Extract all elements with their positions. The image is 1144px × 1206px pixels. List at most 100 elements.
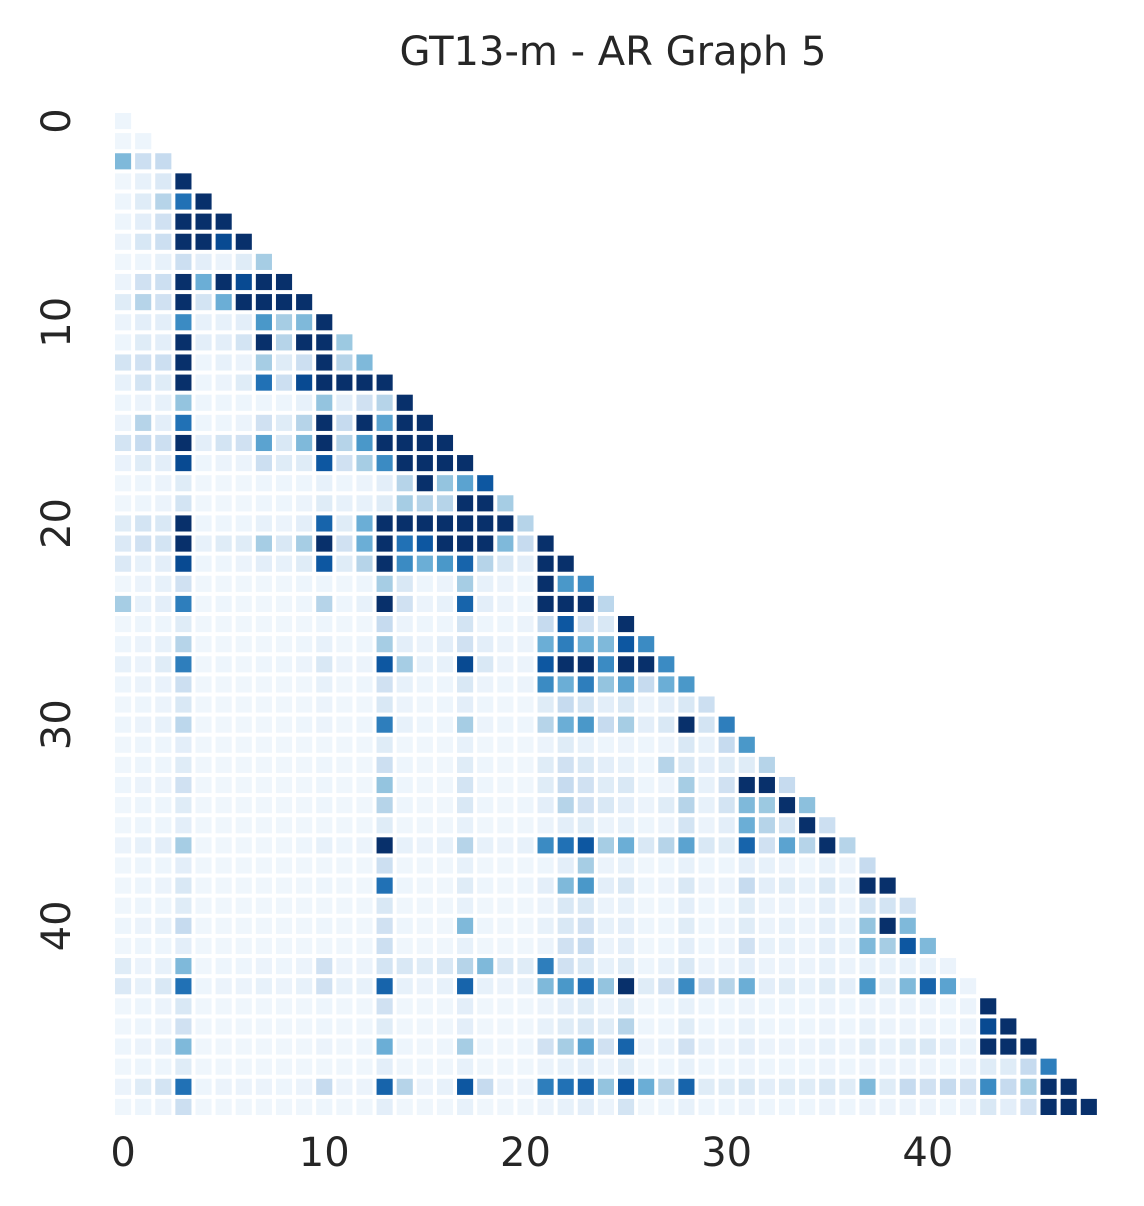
heatmap-cell-49-44 (1000, 1098, 1017, 1115)
heatmap-cell-44-36 (839, 998, 856, 1015)
heatmap-cell-33-22 (557, 776, 574, 794)
heatmap-cell-34-31 (738, 797, 755, 814)
heatmap-cell-13-7 (255, 374, 272, 391)
heatmap-cell-38-14 (396, 877, 413, 894)
heatmap-cell-19-14 (396, 495, 413, 512)
heatmap-cell-48-25 (618, 1078, 635, 1095)
heatmap-cell-24-23 (577, 595, 594, 612)
heatmap-cell-17-10 (316, 455, 333, 472)
heatmap-cell-10-5 (215, 314, 232, 331)
heatmap-cell-46-28 (678, 1038, 695, 1055)
heatmap-cell-48-35 (819, 1078, 836, 1095)
heatmap-cell-38-10 (316, 877, 333, 894)
heatmap-cell-35-6 (235, 817, 252, 834)
heatmap-cell-39-17 (457, 897, 474, 914)
heatmap-cell-43-40 (919, 978, 936, 995)
heatmap-cell-41-9 (296, 937, 313, 955)
heatmap-cell-33-25 (618, 776, 635, 794)
heatmap-cell-38-1 (135, 877, 152, 894)
heatmap-cell-20-18 (477, 515, 494, 532)
heatmap-cell-34-15 (416, 797, 433, 814)
heatmap-cell-48-16 (436, 1078, 454, 1095)
heatmap-cell-42-38 (879, 958, 896, 975)
heatmap-cell-23-3 (175, 575, 192, 592)
heatmap-cell-27-19 (497, 656, 514, 673)
heatmap-cell-16-8 (275, 434, 293, 452)
heatmap-cell-37-20 (517, 857, 534, 874)
heatmap-cell-24-21 (537, 595, 554, 612)
heatmap-cell-29-10 (316, 696, 333, 713)
heatmap-cell-38-16 (436, 877, 454, 894)
heatmap-cell-47-36 (839, 1058, 856, 1075)
heatmap-cell-16-4 (195, 434, 212, 452)
heatmap-cell-38-2 (155, 877, 172, 894)
heatmap-cell-17-9 (296, 455, 313, 472)
heatmap-cell-16-5 (215, 434, 232, 452)
heatmap-cell-30-2 (155, 716, 172, 733)
heatmap-cell-42-26 (638, 958, 655, 975)
heatmap-cell-20-1 (135, 515, 152, 532)
heatmap-cell-40-8 (275, 917, 293, 934)
y-tick-label-0: 0 (34, 108, 80, 133)
heatmap-cell-34-18 (477, 797, 494, 814)
heatmap-cell-44-3 (175, 998, 192, 1015)
heatmap-cell-30-6 (235, 716, 252, 733)
heatmap-cell-33-23 (577, 776, 594, 794)
heatmap-cell-42-11 (336, 958, 353, 975)
heatmap-cell-43-36 (839, 978, 856, 995)
heatmap-cell-17-15 (416, 455, 433, 472)
heatmap-cell-48-45 (1020, 1078, 1037, 1095)
y-tick-label-30: 30 (34, 699, 80, 750)
heatmap-cell-48-31 (738, 1078, 755, 1095)
heatmap-cell-30-10 (316, 716, 333, 733)
heatmap-cell-38-3 (175, 877, 192, 894)
heatmap-cell-34-22 (557, 797, 574, 814)
heatmap-cell-39-25 (618, 897, 635, 914)
heatmap-cell-35-17 (457, 817, 474, 834)
heatmap-cell-21-12 (356, 535, 373, 552)
heatmap-cell-45-3 (175, 1018, 192, 1035)
heatmap-cell-40-18 (477, 917, 494, 934)
heatmap-cell-49-25 (618, 1098, 635, 1115)
heatmap-cell-48-24 (597, 1078, 614, 1095)
heatmap-cell-40-29 (698, 917, 715, 934)
y-tick-label-20: 20 (34, 498, 80, 549)
heatmap-cell-45-43 (980, 1018, 997, 1035)
heatmap-cell-16-7 (255, 434, 272, 452)
heatmap-cell-38-24 (597, 877, 614, 894)
heatmap-cell-47-12 (356, 1058, 373, 1075)
heatmap-cell-41-3 (175, 937, 192, 955)
heatmap-cell-49-30 (718, 1098, 735, 1115)
heatmap-cell-37-27 (658, 857, 675, 874)
heatmap-cell-32-21 (537, 756, 554, 773)
heatmap-cell-47-33 (778, 1058, 796, 1075)
heatmap-cell-45-22 (557, 1018, 574, 1035)
heatmap-cell-35-33 (778, 817, 796, 834)
heatmap-cell-26-8 (275, 636, 293, 653)
heatmap-cell-17-0 (115, 455, 132, 472)
heatmap-cell-48-23 (577, 1078, 594, 1095)
heatmap-cell-44-25 (618, 998, 635, 1015)
heatmap-cell-45-33 (778, 1018, 796, 1035)
heatmap-cell-5-5 (215, 213, 232, 230)
heatmap-cell-35-27 (658, 817, 675, 834)
y-tick-label-40: 40 (34, 900, 80, 951)
heatmap-cell-28-12 (356, 676, 373, 693)
heatmap-cell-26-13 (376, 636, 393, 653)
heatmap-cell-42-13 (376, 958, 393, 975)
heatmap-cell-45-4 (195, 1018, 212, 1035)
heatmap-cell-42-9 (296, 958, 313, 975)
heatmap-cell-37-29 (698, 857, 715, 874)
heatmap-cell-35-35 (819, 817, 836, 834)
heatmap-cell-36-17 (457, 837, 474, 854)
heatmap-cell-39-26 (638, 897, 655, 914)
heatmap-cell-40-32 (758, 917, 775, 934)
heatmap-cell-45-25 (618, 1018, 635, 1035)
heatmap-cell-14-14 (396, 394, 413, 411)
heatmap-cell-29-9 (296, 696, 313, 713)
heatmap-cell-35-23 (577, 817, 594, 834)
heatmap-cell-25-10 (316, 616, 333, 633)
heatmap-cell-35-34 (799, 817, 816, 834)
heatmap-cell-23-14 (396, 575, 413, 592)
heatmap-cell-3-3 (175, 173, 192, 190)
